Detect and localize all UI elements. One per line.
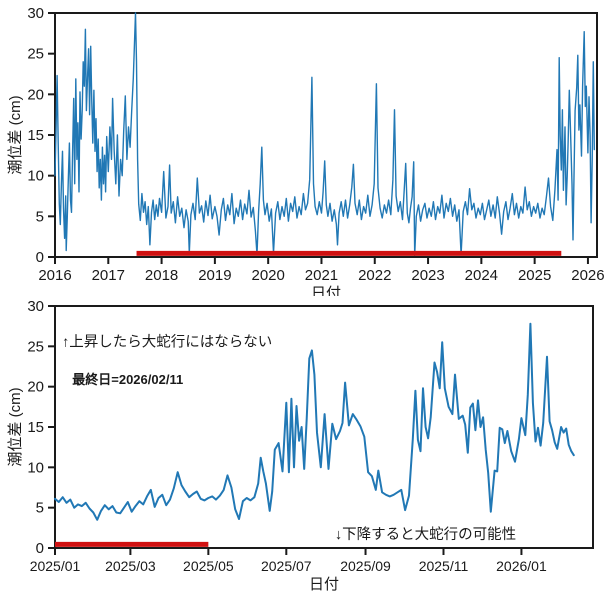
- x-tick-label: 2021: [305, 267, 338, 284]
- x-tick-label: 2016: [38, 267, 71, 284]
- x-axis-title: 日付: [311, 285, 341, 296]
- y-tick-label: 20: [27, 379, 44, 396]
- x-tick-label: 2025/01: [30, 558, 81, 574]
- x-tick-label: 2025/07: [261, 558, 312, 574]
- x-tick-label: 2023: [411, 267, 444, 284]
- x-tick-label: 2025/09: [340, 558, 391, 574]
- y-tick-label: 10: [27, 459, 44, 476]
- x-tick-label: 2025/03: [105, 558, 156, 574]
- bottom-chart: 0 5 10 15 20 25 30 2025/01 2025/03 2025/05 2025/07…: [7, 298, 594, 592]
- x-tick-label: 2018: [145, 267, 178, 284]
- x-tick-label: 2026/01: [496, 558, 547, 574]
- annotation-last-date: 最終日=2026/02/11: [72, 372, 183, 387]
- y-tick-label: 5: [36, 208, 44, 225]
- x-tick-label: 2025/05: [183, 558, 234, 574]
- x-tick-label: 2026: [571, 267, 604, 284]
- y-tick-label: 20: [27, 86, 44, 103]
- y-tick-label: 30: [27, 298, 44, 315]
- y-tick-label: 25: [27, 46, 44, 63]
- x-tick-label: 2025: [518, 267, 551, 284]
- x-tick-label: 2017: [92, 267, 125, 284]
- data-line-series: [54, 322, 575, 521]
- y-tick-label: 0: [36, 540, 44, 557]
- y-axis-title: 潮位差 (cm): [7, 95, 24, 174]
- x-tick-label: 2022: [358, 267, 391, 284]
- y-axis-title: 潮位差 (cm): [7, 387, 24, 466]
- y-tick-label: 25: [27, 338, 44, 355]
- y-tick-label: 5: [36, 500, 44, 517]
- y-tick-label: 10: [27, 168, 44, 185]
- x-axis-title: 日付: [309, 576, 339, 592]
- annotation-fall: ↓下降すると大蛇行の可能性: [335, 526, 516, 543]
- x-tick-label: 2019: [198, 267, 231, 284]
- y-tick-label: 30: [27, 5, 44, 22]
- annotation-rise: ↑上昇したら大蛇行にはならない: [62, 333, 272, 350]
- x-tick-label: 2024: [465, 267, 498, 284]
- x-tick-label: 2025/11: [419, 558, 469, 574]
- x-tick-label: 2020: [251, 267, 284, 284]
- data-line-series: [54, 12, 595, 257]
- y-tick-label: 0: [36, 249, 44, 266]
- y-tick-label: 15: [27, 419, 44, 436]
- y-tick-label: 15: [27, 127, 44, 144]
